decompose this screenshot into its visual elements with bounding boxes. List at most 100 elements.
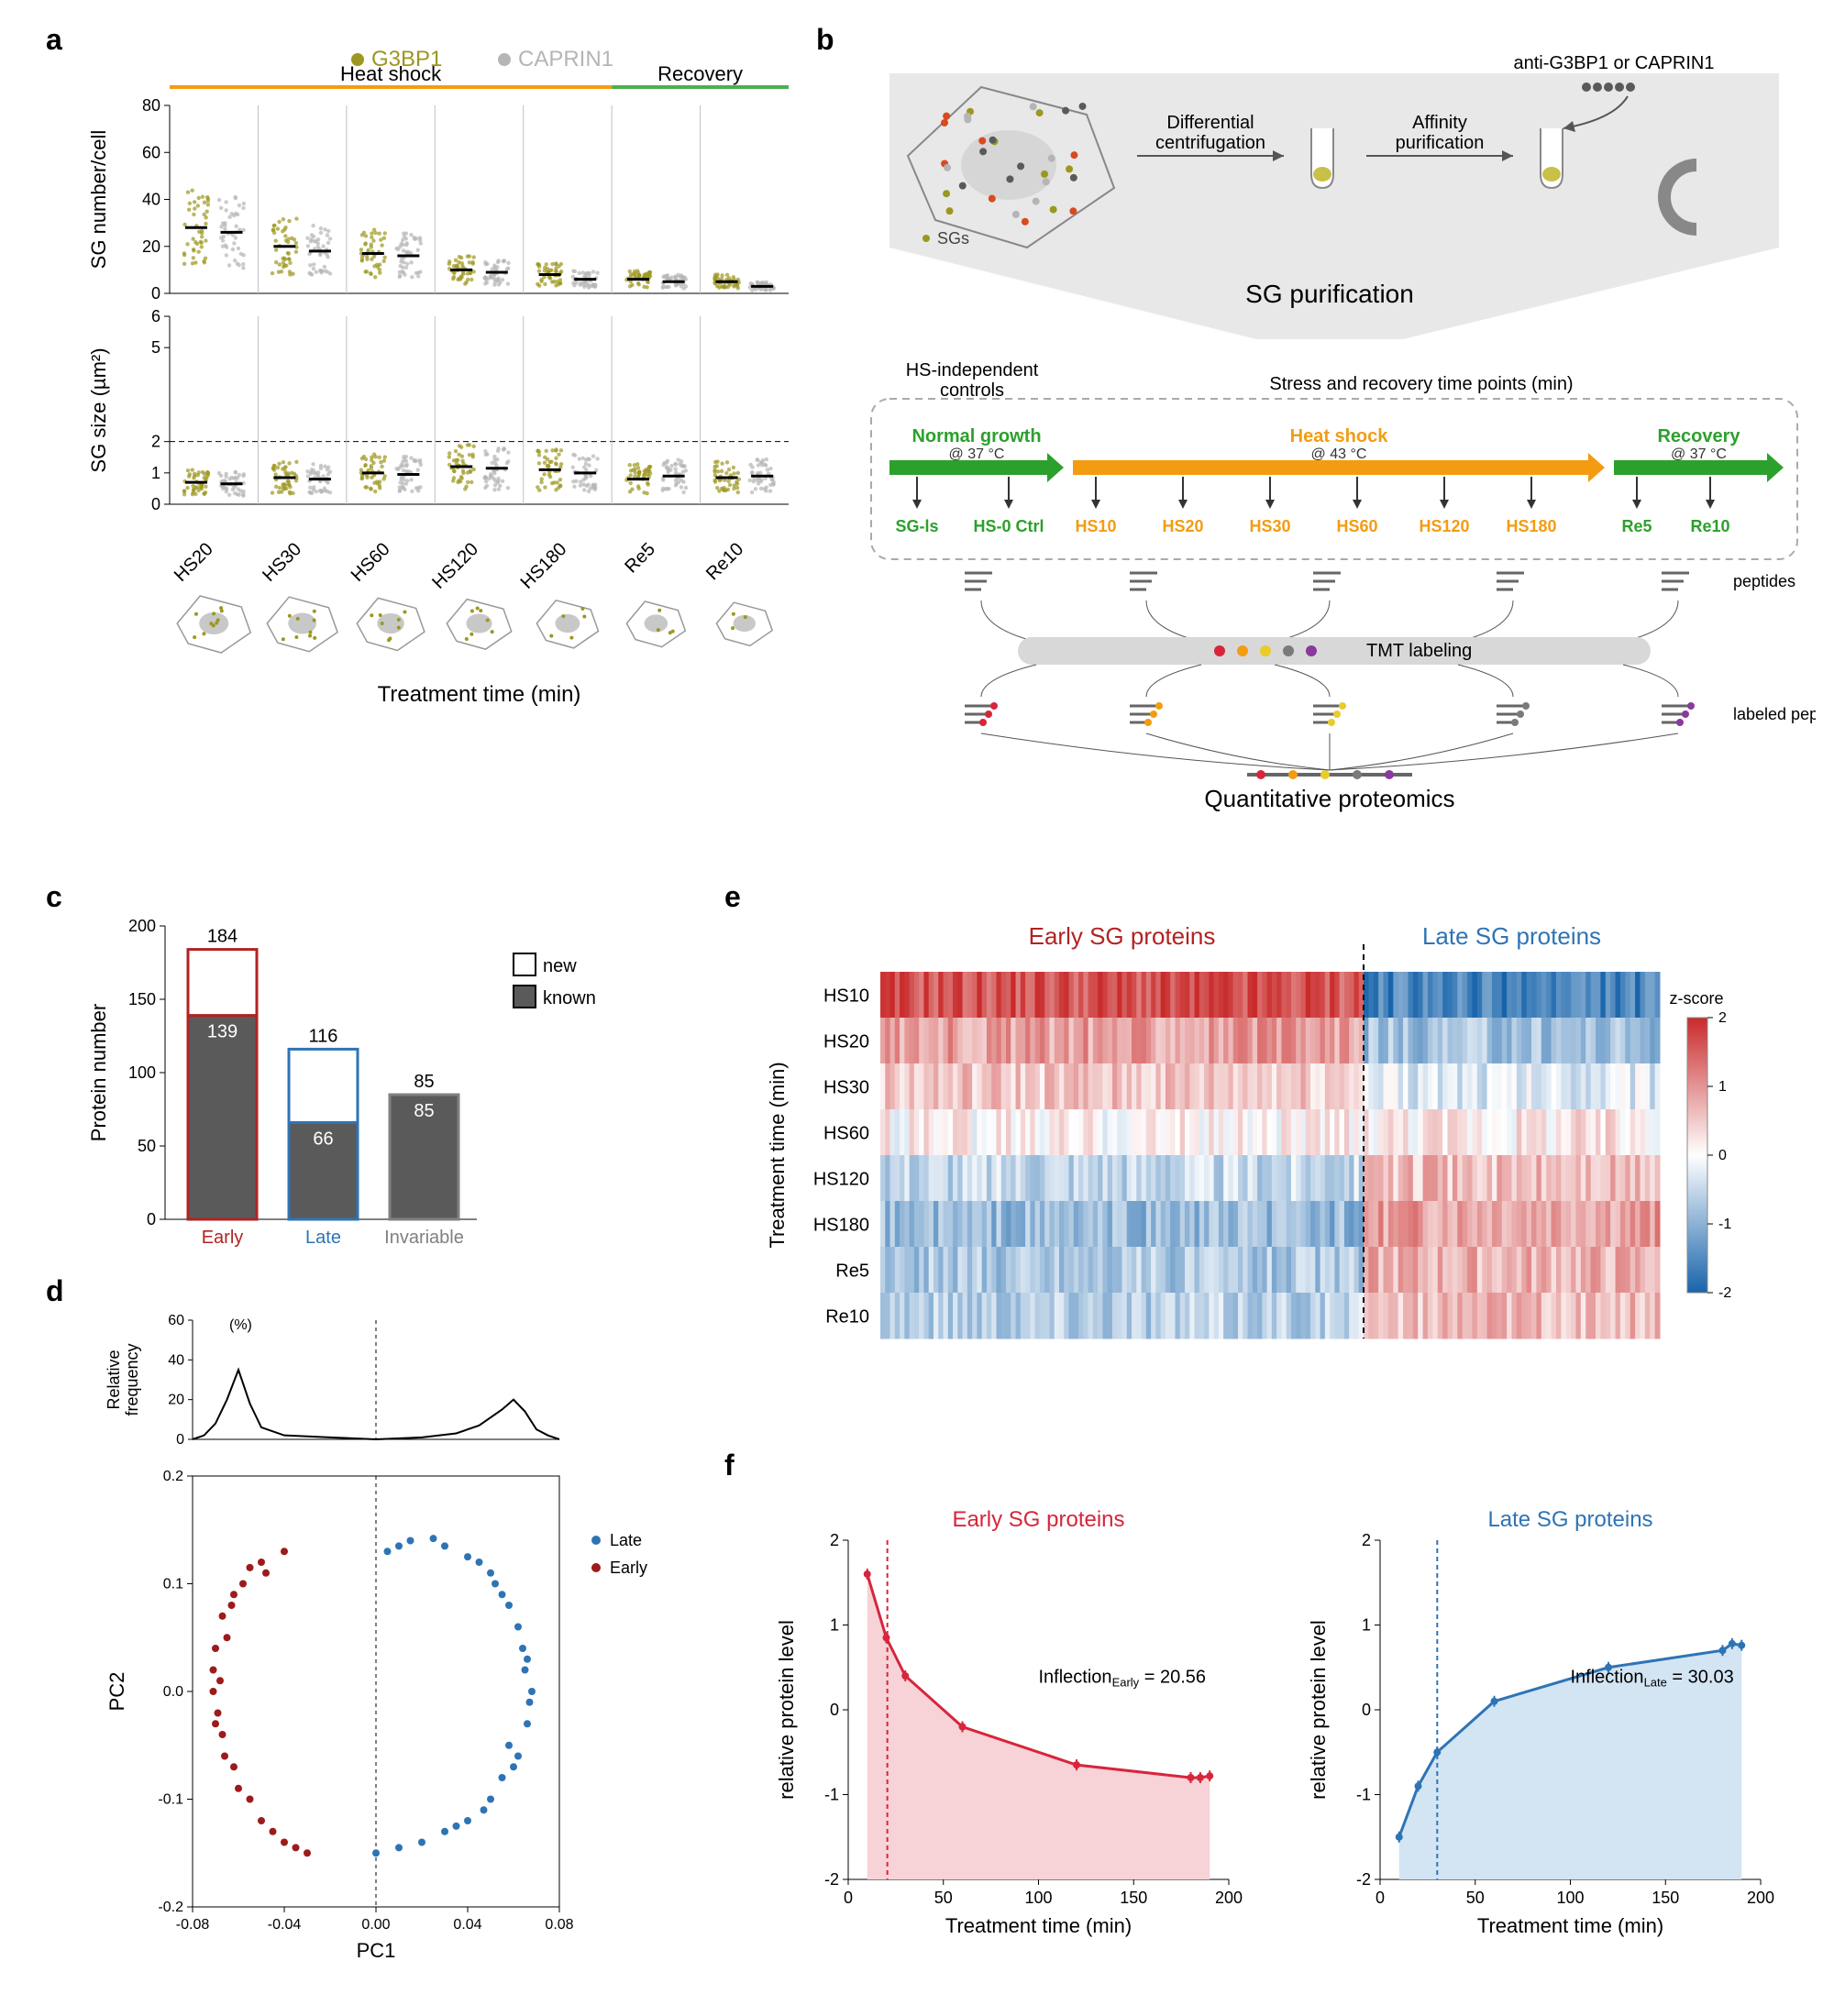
svg-text:HS60: HS60 <box>348 539 394 586</box>
svg-text:Re5: Re5 <box>1621 517 1652 535</box>
svg-text:0: 0 <box>147 1210 156 1228</box>
svg-text:150: 150 <box>1652 1889 1679 1907</box>
svg-text:anti-G3BP1 or CAPRIN1: anti-G3BP1 or CAPRIN1 <box>1514 53 1715 73</box>
svg-text:CAPRIN1: CAPRIN1 <box>518 47 613 72</box>
svg-text:Treatment time (min): Treatment time (min) <box>766 1062 789 1248</box>
svg-text:1: 1 <box>151 464 160 482</box>
panel-c-chart: 050100150200Protein number184139Early116… <box>83 898 724 1265</box>
svg-text:HS-independent: HS-independent <box>906 360 1039 380</box>
svg-text:peptides: peptides <box>1733 572 1795 590</box>
svg-text:Invariable: Invariable <box>384 1228 464 1248</box>
svg-text:20: 20 <box>142 237 160 256</box>
svg-text:Treatment time (min): Treatment time (min) <box>945 1914 1132 1937</box>
svg-text:0.0: 0.0 <box>163 1684 183 1700</box>
svg-text:0: 0 <box>1376 1889 1385 1907</box>
svg-text:85: 85 <box>414 1101 434 1121</box>
svg-text:Differential: Differential <box>1166 113 1254 133</box>
svg-text:Re10: Re10 <box>702 539 747 584</box>
svg-text:-1: -1 <box>1356 1786 1371 1804</box>
svg-text:HS20: HS20 <box>171 539 217 586</box>
svg-text:Treatment time (min): Treatment time (min) <box>1477 1914 1663 1937</box>
panel-a-label: a <box>46 23 62 57</box>
svg-text:-0.2: -0.2 <box>158 1900 183 1915</box>
svg-text:centrifugation: centrifugation <box>1155 133 1265 153</box>
svg-text:Early SG proteins: Early SG proteins <box>1029 922 1216 950</box>
svg-text:85: 85 <box>414 1072 434 1092</box>
svg-text:frequency: frequency <box>123 1343 141 1416</box>
svg-text:PC2: PC2 <box>105 1672 128 1712</box>
svg-text:100: 100 <box>1024 1889 1052 1907</box>
svg-text:2: 2 <box>1718 1010 1727 1026</box>
svg-text:100: 100 <box>128 1063 156 1082</box>
svg-text:Re10: Re10 <box>825 1307 869 1327</box>
svg-text:SG purification: SG purification <box>1245 280 1414 308</box>
svg-text:new: new <box>543 956 577 976</box>
svg-text:50: 50 <box>1466 1889 1485 1907</box>
svg-text:1: 1 <box>830 1616 839 1635</box>
svg-text:HS60: HS60 <box>823 1124 869 1144</box>
svg-text:HS30: HS30 <box>1249 517 1290 535</box>
svg-text:150: 150 <box>128 990 156 1008</box>
svg-text:HS120: HS120 <box>1419 517 1469 535</box>
svg-text:relative protein level: relative protein level <box>1307 1620 1330 1800</box>
svg-text:5: 5 <box>151 338 160 357</box>
svg-text:50: 50 <box>934 1889 953 1907</box>
svg-text:-2: -2 <box>824 1870 839 1889</box>
svg-text:0: 0 <box>151 495 160 513</box>
svg-text:HS30: HS30 <box>259 539 305 586</box>
svg-text:InflectionEarly = 20.56: InflectionEarly = 20.56 <box>1039 1667 1207 1689</box>
panel-d-label: d <box>46 1274 64 1308</box>
svg-text:184: 184 <box>207 927 238 947</box>
svg-text:HS180: HS180 <box>813 1216 869 1236</box>
svg-text:-0.04: -0.04 <box>268 1917 302 1933</box>
svg-text:HS120: HS120 <box>428 539 482 593</box>
svg-text:50: 50 <box>138 1137 156 1155</box>
panel-c-label: c <box>46 880 62 914</box>
svg-text:relative protein level: relative protein level <box>775 1620 798 1800</box>
svg-text:2: 2 <box>1362 1531 1371 1549</box>
svg-text:Affinity: Affinity <box>1412 113 1467 133</box>
svg-text:Stress and recovery time point: Stress and recovery time points (min) <box>1269 374 1573 394</box>
svg-text:0: 0 <box>151 284 160 303</box>
svg-text:200: 200 <box>1747 1889 1774 1907</box>
svg-text:TMT labeling: TMT labeling <box>1366 641 1472 661</box>
panel-b-label: b <box>816 23 834 57</box>
svg-text:Treatment time (min): Treatment time (min) <box>378 682 581 707</box>
svg-text:Early SG proteins: Early SG proteins <box>952 1507 1124 1532</box>
svg-text:Relative: Relative <box>105 1350 123 1409</box>
svg-text:z-score: z-score <box>1669 989 1723 1008</box>
svg-text:HS20: HS20 <box>1162 517 1203 535</box>
svg-text:Late: Late <box>610 1531 642 1549</box>
svg-text:2: 2 <box>151 433 160 451</box>
svg-text:SG size (µm²): SG size (µm²) <box>87 347 110 472</box>
svg-text:60: 60 <box>142 143 160 161</box>
svg-text:60: 60 <box>168 1313 184 1328</box>
panel-d-chart: 0204060Relativefrequency(%)-0.08-0.040.0… <box>83 1302 724 1999</box>
svg-text:6: 6 <box>151 307 160 325</box>
svg-text:Late: Late <box>305 1228 341 1248</box>
svg-text:40: 40 <box>168 1352 184 1368</box>
svg-text:PC1: PC1 <box>357 1939 396 1962</box>
svg-text:Quantitative proteomics: Quantitative proteomics <box>1204 785 1454 812</box>
svg-text:-1: -1 <box>1718 1217 1731 1232</box>
svg-text:Re10: Re10 <box>1690 517 1729 535</box>
svg-text:200: 200 <box>128 917 156 935</box>
svg-text:@ 37 °C: @ 37 °C <box>1671 446 1727 462</box>
svg-text:-2: -2 <box>1356 1870 1371 1889</box>
svg-text:-0.1: -0.1 <box>158 1792 183 1808</box>
panel-a-chart: G3BP1CAPRIN1Heat shockRecovery020406080S… <box>83 37 816 798</box>
svg-text:100: 100 <box>1556 1889 1584 1907</box>
svg-text:0.00: 0.00 <box>361 1917 390 1933</box>
svg-text:HS10: HS10 <box>823 986 869 1007</box>
svg-text:0: 0 <box>176 1432 184 1448</box>
svg-text:purification: purification <box>1396 133 1485 153</box>
svg-text:Recovery: Recovery <box>1657 426 1740 446</box>
svg-text:1: 1 <box>1362 1616 1371 1635</box>
svg-text:Heat shock: Heat shock <box>340 62 442 85</box>
svg-text:116: 116 <box>309 1026 338 1046</box>
svg-text:HS10: HS10 <box>1075 517 1116 535</box>
panel-e-heatmap: HS10HS20HS30HS60HS120HS180Re5Re10Early S… <box>761 908 1816 1384</box>
panel-f-label: f <box>724 1449 735 1482</box>
svg-text:Re5: Re5 <box>621 539 659 578</box>
svg-text:66: 66 <box>313 1129 333 1149</box>
